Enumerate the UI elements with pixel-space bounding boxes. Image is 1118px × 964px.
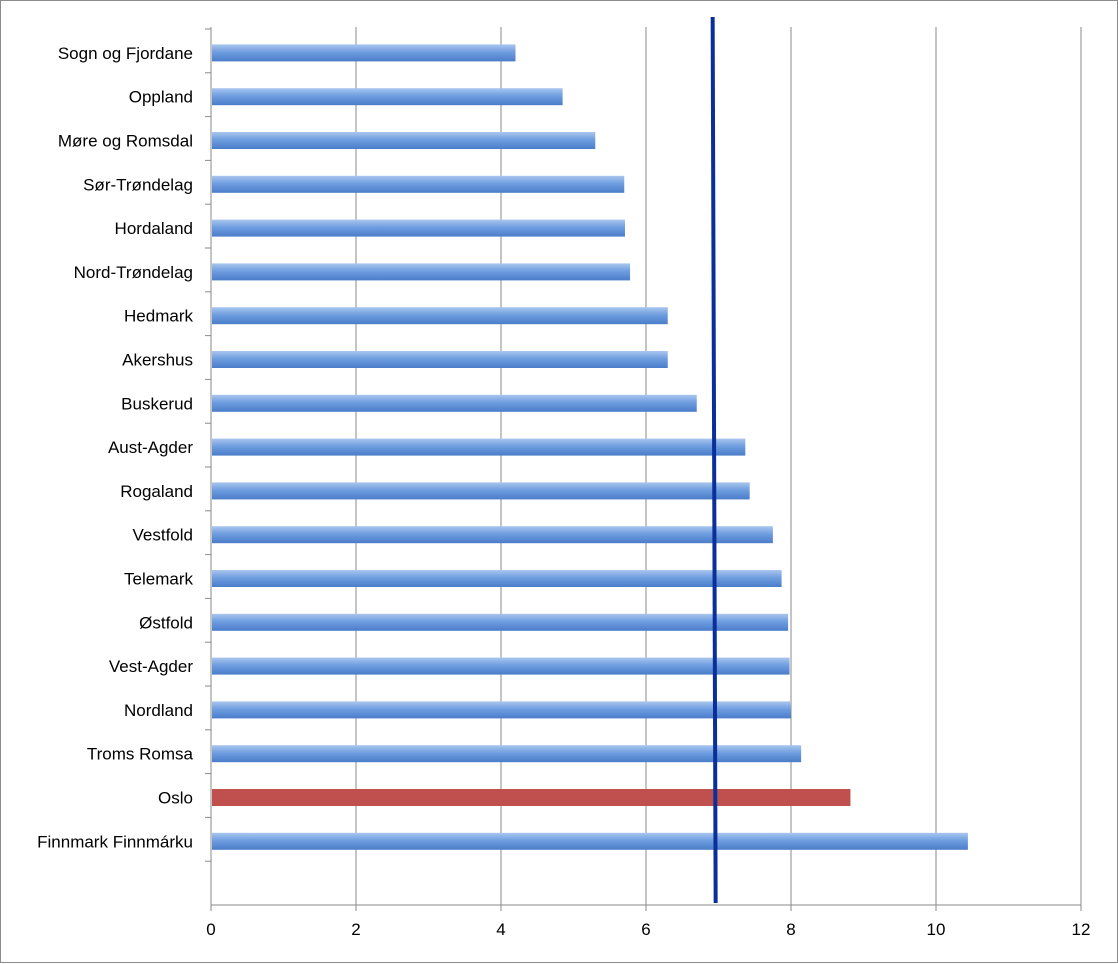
category-label: Oppland bbox=[129, 88, 193, 107]
category-label: Rogaland bbox=[120, 482, 193, 501]
reference-line-layer bbox=[710, 16, 718, 904]
category-label: Møre og Romsdal bbox=[58, 132, 193, 151]
bar-nord-trøndelag bbox=[212, 263, 631, 281]
x-tick-label-10: 10 bbox=[927, 920, 946, 939]
category-label: Finnmark Finnmárku bbox=[37, 832, 193, 851]
category-label: Nord-Trøndelag bbox=[74, 263, 193, 282]
bar-nordland bbox=[212, 701, 791, 719]
x-tick-label-4: 4 bbox=[496, 920, 505, 939]
x-tick-label-8: 8 bbox=[786, 920, 795, 939]
axes bbox=[205, 27, 1082, 911]
bar-buskerud bbox=[212, 394, 697, 412]
x-tick-labels: 0 2 4 6 8 10 12 bbox=[206, 920, 1090, 939]
category-label: Østfold bbox=[139, 613, 193, 632]
bars bbox=[212, 44, 968, 850]
bar-telemark bbox=[212, 570, 782, 587]
x-tick-label-6: 6 bbox=[641, 920, 650, 939]
category-label: Aust-Agder bbox=[108, 438, 193, 457]
x-tick-label-12: 12 bbox=[1072, 920, 1091, 939]
bar-møre-og-romsdal bbox=[212, 132, 596, 149]
category-label: Vestfold bbox=[133, 526, 194, 545]
category-label: Buskerud bbox=[121, 394, 193, 413]
bar-hordaland bbox=[212, 219, 625, 237]
x-tick-label-0: 0 bbox=[206, 920, 215, 939]
bar-aust-agder bbox=[212, 438, 746, 456]
bar-vest-agder bbox=[212, 657, 790, 675]
category-label: Oslo bbox=[158, 789, 193, 808]
bar-rogaland bbox=[212, 482, 750, 500]
category-label: Sogn og Fjordane bbox=[58, 44, 193, 63]
category-label: Hedmark bbox=[124, 307, 193, 326]
bar-finnmark-finnmárku bbox=[212, 832, 968, 850]
bar-østfold bbox=[212, 613, 789, 631]
bar-oppland bbox=[212, 88, 563, 106]
bar-vestfold bbox=[212, 526, 773, 544]
reference-line bbox=[710, 16, 718, 904]
category-label: Troms Romsa bbox=[87, 745, 194, 764]
gridlines bbox=[355, 27, 1082, 905]
category-label: Hordaland bbox=[115, 219, 193, 238]
category-labels: Sogn og Fjordane Oppland Møre og Romsdal Sø… bbox=[37, 44, 193, 851]
bar-sør-trøndelag bbox=[212, 175, 625, 193]
bar-hedmark bbox=[212, 307, 668, 325]
x-tick-label-2: 2 bbox=[351, 920, 360, 939]
category-label: Telemark bbox=[124, 570, 193, 589]
bar-troms-romsa bbox=[212, 745, 802, 763]
category-label: Nordland bbox=[124, 701, 193, 720]
bar-akershus bbox=[212, 351, 668, 368]
bar-sogn-og-fjordane bbox=[212, 44, 516, 62]
category-label: Sør-Trøndelag bbox=[83, 175, 193, 194]
bar-oslo bbox=[212, 789, 851, 806]
category-label: Vest-Agder bbox=[109, 657, 193, 676]
category-label: Akershus bbox=[122, 351, 193, 370]
